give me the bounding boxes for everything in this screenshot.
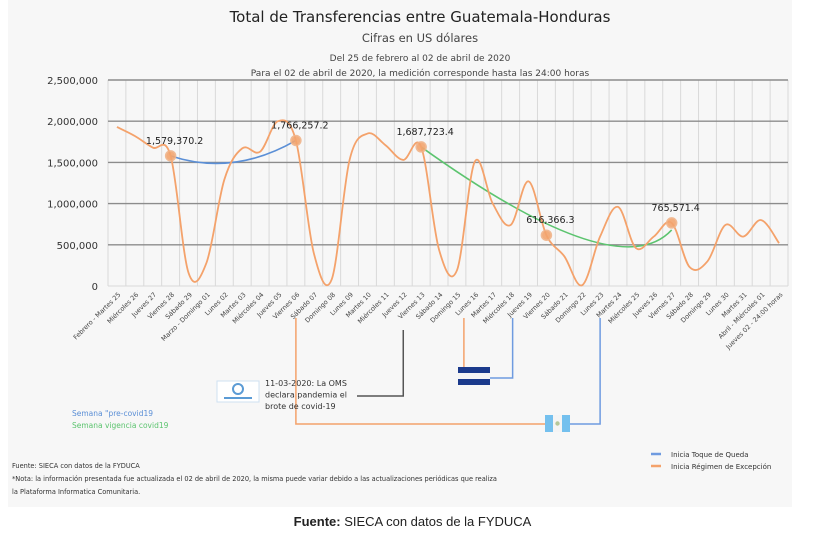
data-label: 1,766,257.2 [271, 120, 328, 131]
markers: 1,579,370.2 1,766,257.2 1,687,723.4 616,366… [146, 120, 700, 241]
event-annotations: 11-03-2020: La OMS declara pandemia el bro… [216, 318, 601, 432]
who-logo-icon [216, 380, 260, 403]
salvador-excepcion-line [295, 318, 545, 425]
legend-item: Inicia Régimen de Excepción [671, 463, 771, 471]
legend-item: Semana vigencia covid19 [72, 421, 169, 430]
source-caption: Fuente: SIECA con datos de la FYDUCA [0, 514, 825, 529]
honduras-flag-icon [458, 379, 490, 385]
trendline [170, 139, 297, 165]
data-label: 1,687,723.4 [396, 127, 453, 138]
honduras-flag-icon [458, 373, 490, 379]
y-tick-label: 2,000,000 [47, 117, 98, 128]
trendline [420, 146, 673, 248]
data-marker [164, 150, 177, 162]
series [116, 119, 780, 287]
y-tick-label: 0 [92, 282, 98, 293]
chart-subtitle: Cifras en US dólares [362, 31, 478, 45]
y-axis: 0 500,000 1,000,000 1,500,000 2,000,000 2,500… [47, 76, 98, 293]
chart-title: Total de Transferencias entre Guatemala-… [229, 8, 611, 26]
source-label: Fuente: [293, 514, 341, 529]
chart-panel [8, 0, 792, 507]
data-label: 765,571.4 [652, 203, 700, 214]
salvador-toque-line [570, 318, 601, 425]
oms-annotation-text: 11-03-2020: La OMS [265, 379, 347, 388]
source-text: SIECA con datos de la FYDUCA [340, 514, 532, 529]
el-salvador-flag-icon [562, 415, 570, 432]
chart-subtitle-note: Para el 02 de abril de 2020, la medición… [251, 68, 590, 79]
data-marker [665, 217, 678, 229]
oms-pointer-line [357, 330, 405, 397]
legend-item: Inicia Toque de Queda [671, 451, 749, 459]
el-salvador-flag-icon [545, 415, 553, 432]
legend-item: Semana "pre-covid19 [72, 409, 153, 418]
data-label: 1,579,370.2 [146, 136, 203, 147]
y-tick-label: 1,000,000 [47, 200, 98, 211]
y-tick-label: 2,500,000 [47, 76, 98, 87]
y-tick-label: 500,000 [57, 241, 98, 252]
who-logo-icon [224, 397, 252, 399]
footnotes: Fuente: SIECA con datos de la FYDUCA *Not… [12, 462, 497, 496]
footnote: la Plataforma Informatica Comunitaria. [12, 488, 140, 496]
data-marker [415, 141, 427, 153]
trendlines [170, 139, 673, 248]
gridlines [107, 79, 789, 287]
data-marker [540, 229, 553, 241]
legends: Semana "pre-covid19 Semana vigencia covid… [72, 409, 771, 471]
footnote: Fuente: SIECA con datos de la FYDUCA [12, 462, 140, 470]
el-salvador-flag-icon [555, 421, 560, 426]
who-logo-icon [232, 383, 244, 395]
oms-annotation-text: declara pandemia el [265, 391, 347, 400]
oms-annotation-text: brote de covid-19 [265, 402, 336, 411]
chart-subtitle-dates: Del 25 de febrero al 02 de abril de 2020 [330, 54, 511, 64]
y-tick-label: 1,500,000 [47, 158, 98, 169]
series-line [116, 119, 780, 287]
footnote: *Nota: la información presentada fue act… [12, 475, 497, 483]
honduras-toque-line [490, 318, 514, 379]
data-marker [290, 134, 302, 147]
data-label: 616,366.3 [526, 215, 574, 226]
honduras-flag-icon [458, 367, 490, 373]
